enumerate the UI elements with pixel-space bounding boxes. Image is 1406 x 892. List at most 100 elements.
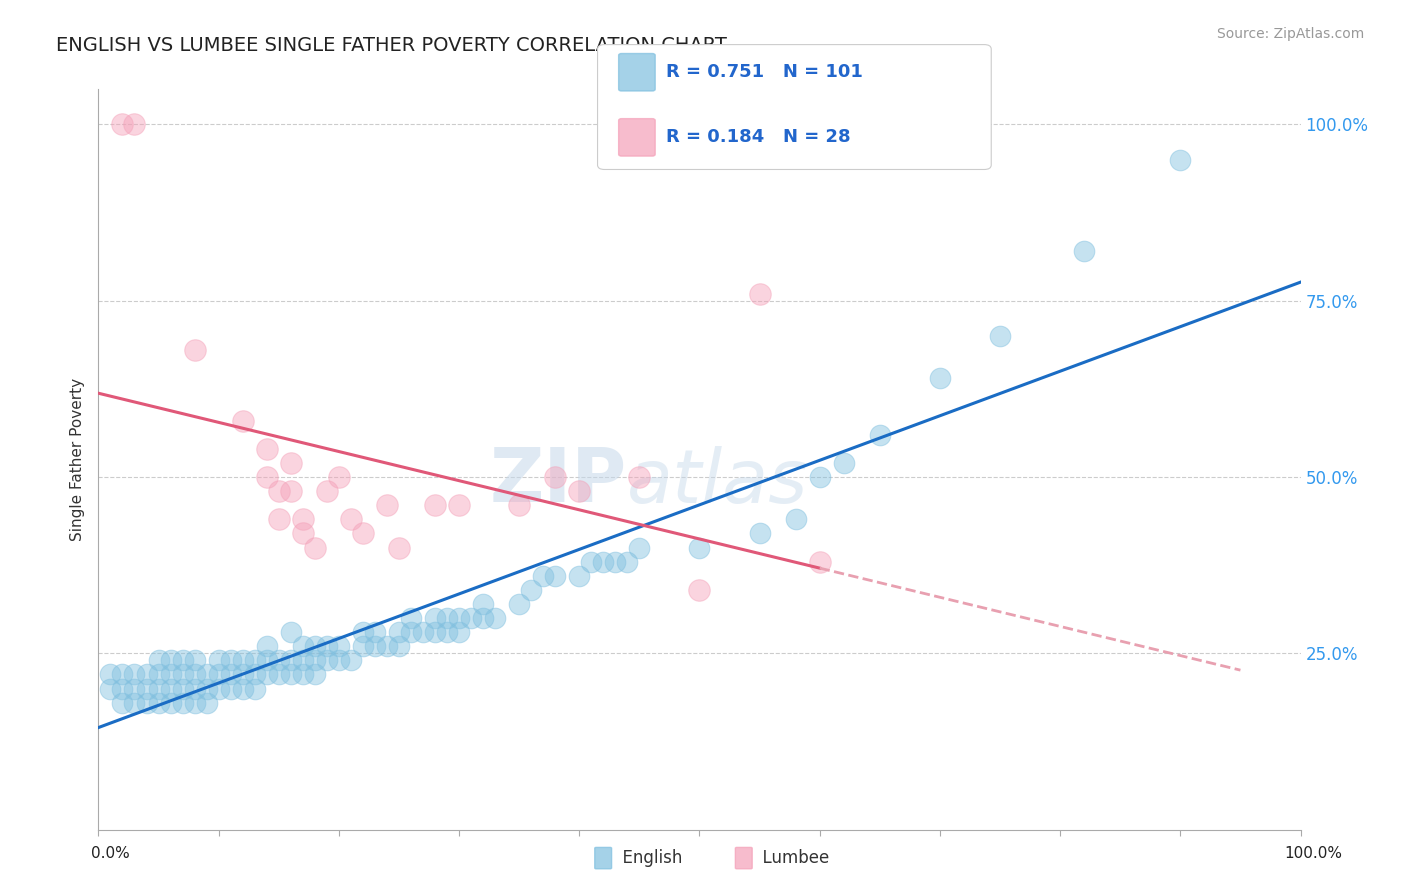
Text: ENGLISH VS LUMBEE SINGLE FATHER POVERTY CORRELATION CHART: ENGLISH VS LUMBEE SINGLE FATHER POVERTY … [56,36,727,54]
Point [111,667,134,681]
Point [436,625,458,640]
Point [399,611,422,625]
Point [628,470,651,484]
Point [232,681,254,696]
Point [219,681,242,696]
Text: atlas: atlas [627,446,808,517]
Text: Lumbee: Lumbee [752,849,830,867]
Point [159,667,181,681]
Point [628,541,651,555]
Point [291,639,314,653]
Point [520,582,543,597]
Point [172,667,194,681]
Point [280,456,302,470]
Point [388,639,411,653]
Point [267,484,290,499]
Point [328,639,350,653]
Text: English: English [612,849,682,867]
Point [544,568,567,582]
Point [267,653,290,667]
Point [135,667,157,681]
Point [219,667,242,681]
Point [304,653,326,667]
Text: ZIP: ZIP [491,445,627,518]
Point [111,696,134,710]
Text: 100.0%: 100.0% [1285,846,1343,861]
Point [172,653,194,667]
Point [388,625,411,640]
Point [315,639,337,653]
Point [568,484,591,499]
Point [1073,244,1095,259]
Text: R = 0.184   N = 28: R = 0.184 N = 28 [666,128,851,146]
Point [159,696,181,710]
Point [748,526,770,541]
Point [183,696,205,710]
Point [352,639,374,653]
Point [219,653,242,667]
Text: Source: ZipAtlas.com: Source: ZipAtlas.com [1216,27,1364,41]
Point [124,118,146,132]
Point [688,582,710,597]
Point [472,597,495,611]
Point [340,653,363,667]
Point [195,681,218,696]
Point [111,681,134,696]
Point [256,442,278,456]
Point [232,414,254,428]
Point [256,470,278,484]
Point [256,653,278,667]
Point [304,541,326,555]
Point [172,681,194,696]
Point [124,681,146,696]
Point [928,371,950,385]
Point [208,681,231,696]
Point [447,498,470,512]
Point [508,498,530,512]
Point [988,329,1011,343]
Point [375,639,398,653]
Point [388,541,411,555]
Text: 0.0%: 0.0% [91,846,131,861]
Point [315,653,337,667]
Point [195,667,218,681]
Point [148,696,170,710]
Point [616,555,638,569]
Point [100,681,122,696]
Point [148,653,170,667]
Point [423,498,446,512]
Point [436,611,458,625]
Point [172,696,194,710]
Point [159,681,181,696]
Y-axis label: Single Father Poverty: Single Father Poverty [69,378,84,541]
Point [256,667,278,681]
Point [544,470,567,484]
Point [748,286,770,301]
Point [135,696,157,710]
Point [183,653,205,667]
Point [399,625,422,640]
Point [808,470,831,484]
Point [267,512,290,526]
Point [183,667,205,681]
Point [531,568,554,582]
Text: R = 0.751   N = 101: R = 0.751 N = 101 [666,63,863,81]
Point [291,526,314,541]
Point [472,611,495,625]
Point [364,625,387,640]
Point [148,681,170,696]
Point [183,681,205,696]
Point [423,625,446,640]
Point [280,484,302,499]
Point [364,639,387,653]
Point [592,555,614,569]
Point [340,512,363,526]
Point [688,541,710,555]
Point [111,118,134,132]
Point [785,512,807,526]
Point [232,653,254,667]
Point [280,667,302,681]
Point [832,456,855,470]
Point [135,681,157,696]
Point [280,625,302,640]
